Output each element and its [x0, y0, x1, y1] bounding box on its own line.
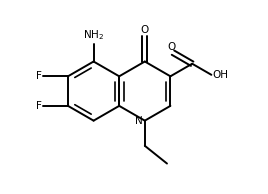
- Text: NH$_2$: NH$_2$: [83, 29, 104, 42]
- Text: F: F: [36, 71, 42, 81]
- Text: F: F: [36, 101, 42, 111]
- Text: OH: OH: [212, 70, 228, 80]
- Text: O: O: [141, 25, 149, 35]
- Text: N: N: [135, 116, 143, 126]
- Text: O: O: [168, 42, 176, 52]
